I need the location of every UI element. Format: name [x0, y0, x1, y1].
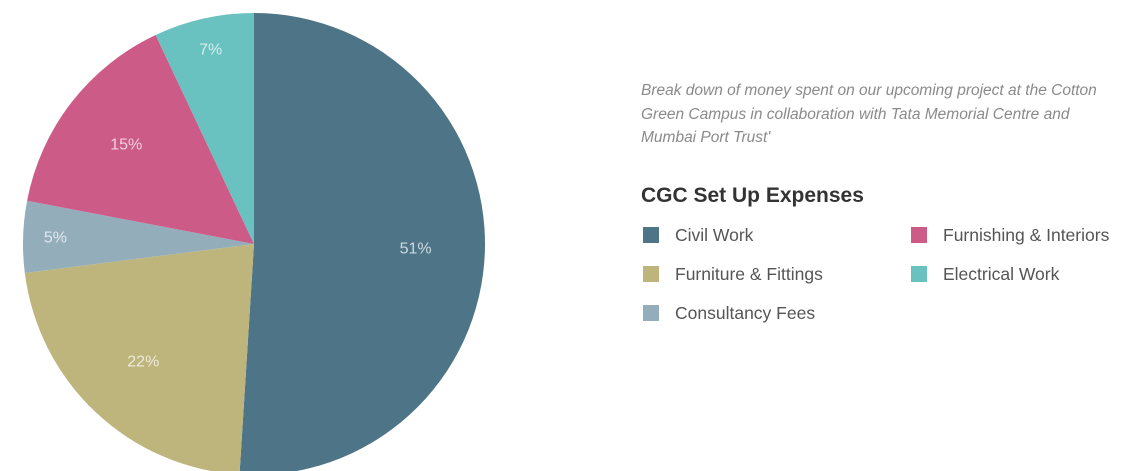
- legend-label: Furniture & Fittings: [675, 263, 823, 284]
- pie-label-furnishing-and-interiors: 15%: [110, 136, 142, 153]
- legend-item-furniture-and-fittings: Furniture & Fittings: [643, 263, 911, 285]
- pie-slice-electrical-work: [155, 12, 254, 244]
- legend-label: Electrical Work: [943, 263, 1060, 284]
- chart-description: Break down of money spent on our upcomin…: [641, 82, 1097, 146]
- legend-item-consultancy-fees: Consultancy Fees: [643, 302, 911, 324]
- legend: Civil Work Furnishing & Interiors Furnitur…: [643, 224, 1124, 324]
- pie-label-electrical-work: 7%: [199, 42, 222, 59]
- legend-label: Consultancy Fees: [675, 302, 816, 323]
- legend-swatch: [643, 227, 659, 243]
- legend-label: Civil Work: [675, 224, 754, 245]
- pie-slice-consultancy-fees: [22, 200, 254, 273]
- legend-title: CGC Set Up Expenses: [641, 184, 864, 207]
- pie-slice-furnishing-and-interiors: [27, 34, 254, 244]
- legend-swatch: [643, 305, 659, 321]
- legend-item-furnishing-and-interiors: Furnishing & Interiors: [911, 224, 1124, 246]
- legend-item-electrical-work: Electrical Work: [911, 263, 1124, 285]
- legend-label: Furnishing & Interiors: [943, 224, 1110, 245]
- pie-label-consultancy-fees: 5%: [44, 229, 67, 246]
- legend-swatch: [911, 227, 927, 243]
- pie-slice-furniture-and-fittings: [24, 244, 254, 471]
- pie-chart: 51% 22% 5% 15% 7%: [22, 12, 486, 471]
- pie-label-furniture-and-fittings: 22%: [127, 353, 159, 370]
- legend-swatch: [911, 266, 927, 282]
- pie-slice-civil-work: [239, 13, 486, 471]
- legend-swatch: [643, 266, 659, 282]
- pie-label-civil-work: 51%: [400, 241, 432, 258]
- legend-item-civil-work: Civil Work: [643, 224, 911, 246]
